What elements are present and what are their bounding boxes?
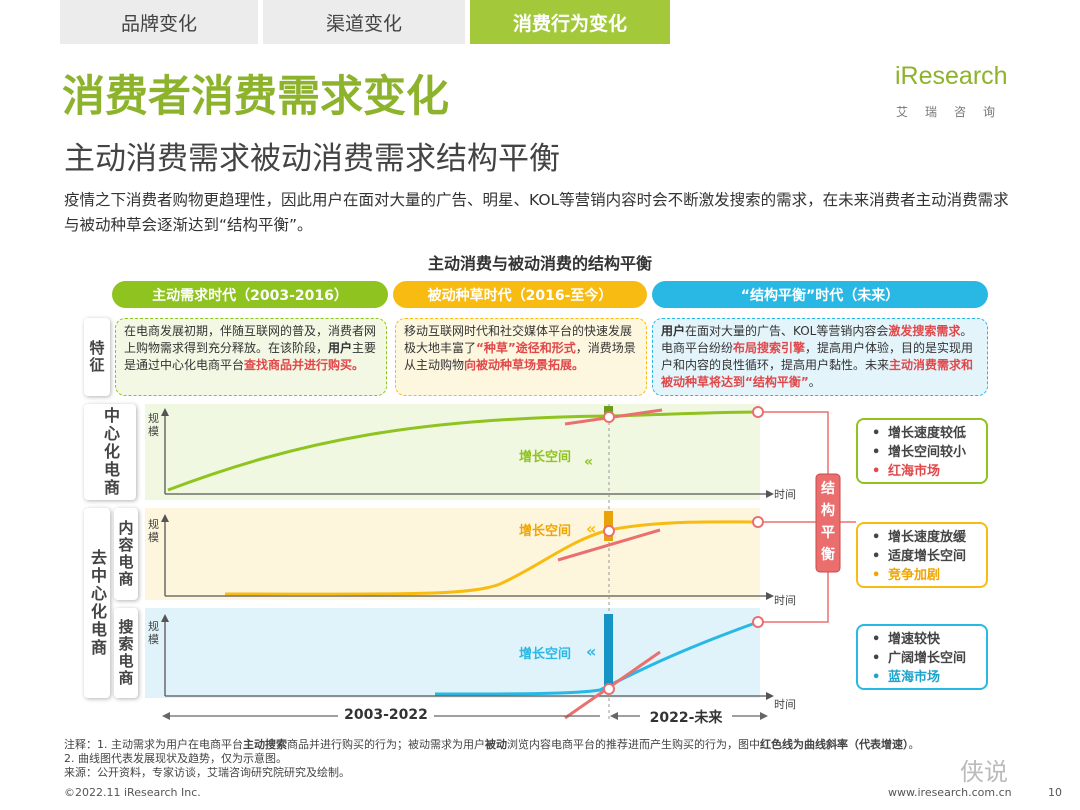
growth-label-content: 增长空间 [519, 524, 572, 539]
axis-label-scale-content: 规模 [148, 518, 159, 544]
outcome-search: 增速较快 广阔增长空间 蓝海市场 [856, 624, 988, 690]
slope-content [557, 528, 661, 562]
row-label-central-ecommerce: 中心化电商 [84, 404, 136, 500]
footnote-1: 注释：1. 主动需求为用户在电商平台主动搜索商品并进行购买的行为；被动需求为用户… [64, 738, 920, 751]
outcome-search-2: 广阔增长空间 [872, 649, 976, 668]
iresearch-logo-sub: 艾瑞咨询 [896, 105, 1013, 119]
outcome-content-1: 增长速度放缓 [872, 528, 976, 547]
page-title: 消费者消费需求变化 [62, 72, 449, 122]
page-subtitle: 主动消费需求被动消费需求结构平衡 [64, 141, 560, 177]
balance-box [815, 473, 841, 573]
feature-box-balance: 用户在面对大量的广告、KOL等营销内容会激发搜索需求。电商平台纷纷布局搜索引擎，… [652, 318, 988, 396]
growth-label-search: 增长空间 [519, 647, 572, 662]
outcome-search-3: 蓝海市场 [872, 668, 976, 687]
growth-bar-search [604, 614, 613, 688]
curve-search [434, 620, 759, 696]
svg-text:«: « [584, 454, 593, 470]
panel-bg-search [145, 608, 760, 698]
outcome-content-2: 适度增长空间 [872, 547, 976, 566]
row-label-decentral-ecommerce: 去中心化电商 [84, 508, 110, 698]
outcome-central-2: 增长空间较小 [872, 443, 976, 462]
intro-paragraph: 疫情之下消费者购物更趋理性，因此用户在面对大量的广告、明星、KOL等营销内容时会… [64, 191, 1009, 234]
page-number: 10 [1048, 786, 1062, 799]
era-passive-seeding: 被动种草时代（2016-至今） [393, 281, 647, 308]
axis-label-time-content: 时间 [774, 594, 796, 607]
timeline-future: 2022-未来 [649, 710, 723, 726]
axis-label-time-search: 时间 [774, 698, 796, 711]
axis-label-scale-search: 规模 [148, 620, 159, 646]
footnote-2: 2. 曲线图代表发展现状及趋势，仅为示意图。 [64, 752, 287, 765]
feature-box-passive: 移动互联网时代和社交媒体平台的快速发展极大地丰富了“种草”途径和形式，消费场景从… [395, 318, 647, 396]
svg-text:«: « [586, 642, 596, 661]
timeline-past: 2003-2022 [344, 707, 428, 723]
tab-channel-change[interactable]: 渠道变化 [263, 0, 465, 44]
row-label-content-ecommerce: 内容电商 [114, 508, 138, 600]
balance-label: 结构平衡 [821, 481, 835, 563]
outcome-central-1: 增长速度较低 [872, 424, 976, 443]
feature-box-active: 在电商发展初期，伴随互联网的普及，消费者网上购物需求得到充分释放。在该阶段，用户… [115, 318, 387, 396]
feature-label: 特征 [84, 318, 110, 396]
panel-bg-central [145, 404, 760, 500]
curve-content [224, 520, 759, 596]
outcome-central-3: 红海市场 [872, 462, 976, 481]
tab-consumer-behavior-change[interactable]: 消费行为变化 [470, 0, 670, 44]
outcome-central: 增长速度较低 增长空间较小 红海市场 [856, 418, 988, 484]
svg-text:«: « [586, 519, 596, 538]
growth-label-central: 增长空间 [519, 450, 572, 465]
curve-central [167, 410, 759, 492]
website[interactable]: www.iresearch.com.cn [888, 786, 1012, 799]
era-structural-balance: “结构平衡”时代（未来） [652, 281, 988, 308]
axis-label-scale-central: 规模 [148, 412, 159, 438]
axis-label-time-central: 时间 [774, 488, 796, 501]
outcome-content: 增长速度放缓 适度增长空间 竞争加剧 [856, 522, 988, 588]
source-note: 来源：公开资料，专家访谈，艾瑞咨询研究院研究及绘制。 [64, 766, 350, 779]
outcome-search-1: 增速较快 [872, 630, 976, 649]
outcome-content-3: 竞争加剧 [872, 566, 976, 585]
tab-brand-change[interactable]: 品牌变化 [60, 0, 258, 44]
copyright: ©2022.11 iResearch Inc. [64, 786, 201, 799]
iresearch-logo: iResearch [895, 62, 1008, 90]
diagram-title: 主动消费与被动消费的结构平衡 [427, 254, 652, 273]
watermark: 侠说 [960, 758, 1008, 786]
row-label-search-ecommerce: 搜索电商 [114, 608, 138, 698]
era-active-demand: 主动需求时代（2003-2016） [112, 281, 388, 308]
